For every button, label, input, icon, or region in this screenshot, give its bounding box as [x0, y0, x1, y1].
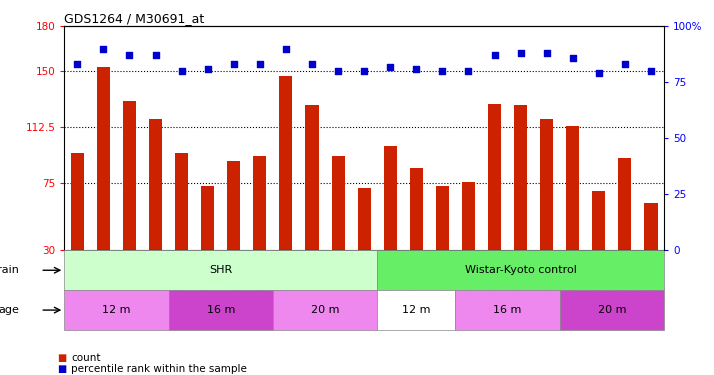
Text: Wistar-Kyoto control: Wistar-Kyoto control — [465, 265, 576, 275]
Bar — [253, 156, 266, 250]
Text: 12 m: 12 m — [102, 305, 131, 315]
Bar — [462, 182, 475, 250]
Bar — [456, 290, 560, 330]
Bar — [436, 186, 449, 250]
Bar — [645, 202, 658, 250]
Bar — [201, 186, 214, 250]
Text: GDS1264 / M30691_at: GDS1264 / M30691_at — [64, 12, 204, 25]
Bar — [97, 67, 110, 251]
Text: strain: strain — [0, 265, 19, 275]
Point — [593, 70, 605, 76]
Text: percentile rank within the sample: percentile rank within the sample — [71, 364, 247, 374]
Bar — [560, 290, 664, 330]
Text: 16 m: 16 m — [206, 305, 235, 315]
Bar — [488, 104, 501, 250]
Point — [98, 46, 109, 52]
Point — [619, 62, 630, 68]
Text: ■: ■ — [57, 364, 66, 374]
Point — [280, 46, 291, 52]
Bar — [71, 153, 84, 251]
Bar — [593, 190, 605, 250]
Bar — [306, 105, 318, 250]
Bar — [64, 251, 377, 290]
Bar — [64, 290, 169, 330]
Point — [567, 55, 578, 61]
Point — [150, 53, 161, 58]
Point — [437, 68, 448, 74]
Bar — [377, 251, 664, 290]
Bar — [566, 126, 579, 250]
Point — [411, 66, 422, 72]
Bar — [169, 290, 273, 330]
Point — [515, 50, 526, 56]
Text: 16 m: 16 m — [493, 305, 522, 315]
Bar — [618, 158, 631, 250]
Point — [124, 53, 135, 58]
Point — [306, 62, 318, 68]
Point — [489, 53, 501, 58]
Bar — [175, 153, 188, 251]
Bar — [331, 156, 345, 250]
Point — [202, 66, 213, 72]
Point — [71, 62, 83, 68]
Bar — [377, 290, 456, 330]
Text: age: age — [0, 305, 19, 315]
Bar — [273, 290, 377, 330]
Bar — [227, 161, 241, 250]
Bar — [514, 105, 527, 250]
Text: 12 m: 12 m — [402, 305, 431, 315]
Bar — [149, 119, 162, 250]
Point — [176, 68, 187, 74]
Point — [541, 50, 553, 56]
Bar — [358, 188, 371, 250]
Text: 20 m: 20 m — [598, 305, 626, 315]
Point — [332, 68, 343, 74]
Point — [645, 68, 657, 74]
Bar — [383, 146, 397, 250]
Text: ■: ■ — [57, 353, 66, 363]
Point — [385, 64, 396, 70]
Text: SHR: SHR — [209, 265, 232, 275]
Bar — [279, 75, 293, 250]
Point — [254, 62, 266, 68]
Bar — [123, 101, 136, 250]
Point — [358, 68, 370, 74]
Text: 20 m: 20 m — [311, 305, 339, 315]
Bar — [540, 119, 553, 250]
Point — [228, 62, 239, 68]
Text: count: count — [71, 353, 101, 363]
Point — [463, 68, 474, 74]
Bar — [410, 168, 423, 250]
